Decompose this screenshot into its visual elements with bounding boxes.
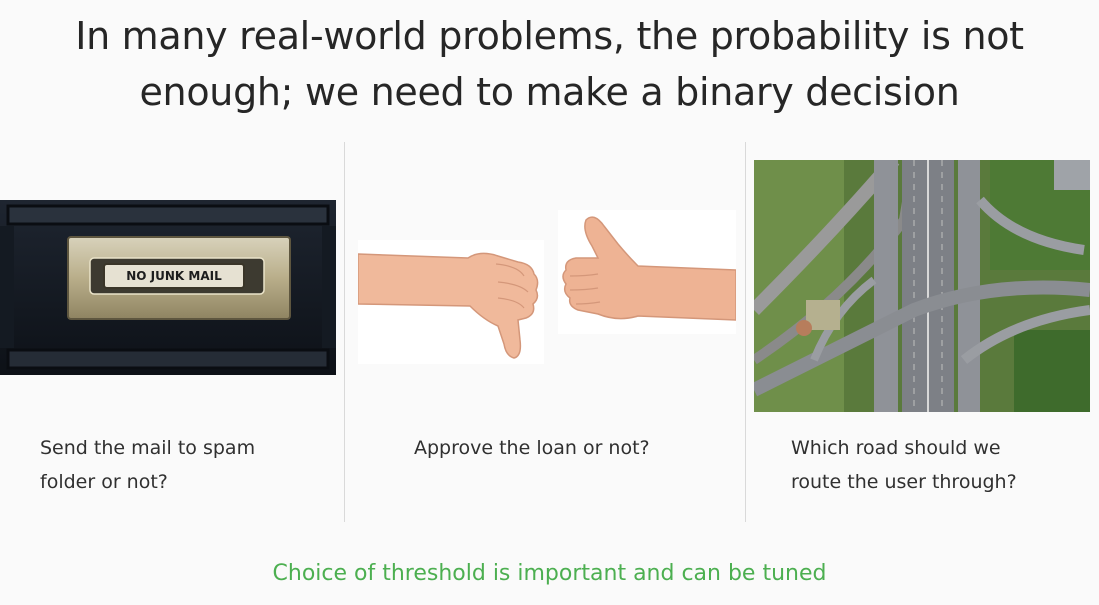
caption-approve-loan: Approve the loan or not? bbox=[414, 431, 650, 465]
road-interchange-aerial-photo bbox=[754, 160, 1090, 412]
mail-slot-photo: NO JUNK MAIL bbox=[0, 200, 336, 375]
thumbs-up-photo bbox=[558, 210, 736, 334]
thumbs-down-photo bbox=[358, 240, 544, 364]
caption-spam-folder-line-1: Send the mail to spam bbox=[40, 437, 256, 459]
caption-spam-folder-line-2: folder or not? bbox=[40, 471, 168, 493]
caption-route-user-line-2: route the user through? bbox=[791, 471, 1017, 493]
caption-route-user: Which road should we route the user thro… bbox=[791, 431, 1017, 499]
panel-divider-1 bbox=[344, 142, 345, 522]
caption-approve-loan-line-1: Approve the loan or not? bbox=[414, 437, 650, 459]
caption-route-user-line-1: Which road should we bbox=[791, 437, 1001, 459]
slide-title: In many real-world problems, the probabi… bbox=[0, 8, 1099, 120]
panel-divider-2 bbox=[745, 142, 746, 522]
threshold-footer-note: Choice of threshold is important and can… bbox=[272, 561, 827, 586]
slide-title-line-2: enough; we need to make a binary decisio… bbox=[139, 70, 960, 114]
no-junk-mail-sign-text: NO JUNK MAIL bbox=[126, 269, 222, 283]
slide-title-line-1: In many real-world problems, the probabi… bbox=[75, 14, 1024, 58]
caption-spam-folder: Send the mail to spam folder or not? bbox=[40, 431, 255, 499]
